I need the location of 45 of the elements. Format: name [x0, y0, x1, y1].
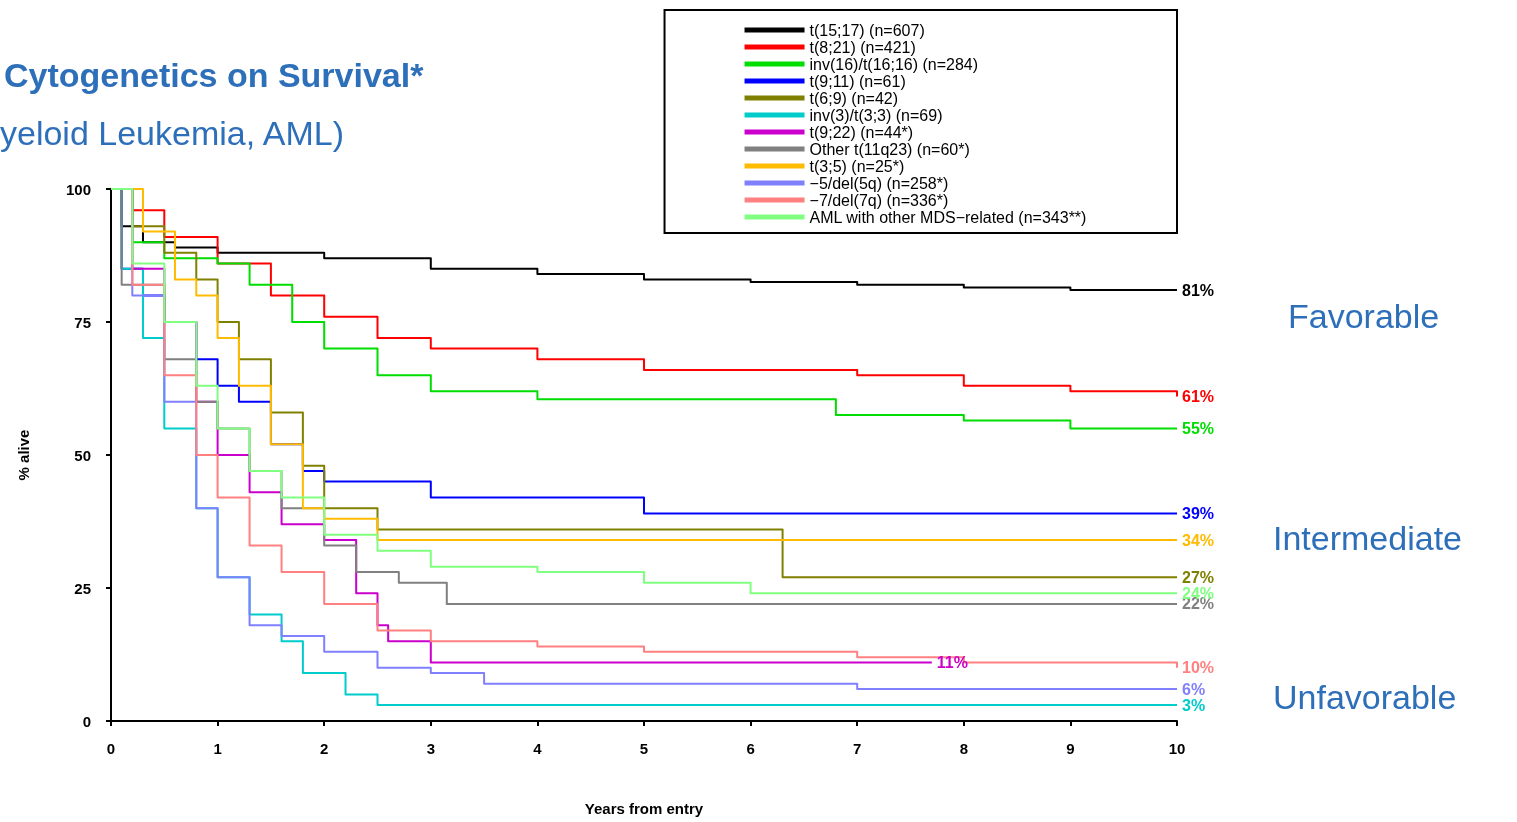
legend-label: −5/del(5q) (n=258*): [809, 174, 949, 192]
x-axis-title: Years from entry: [584, 800, 704, 817]
y-tick-label: 50: [74, 446, 91, 464]
data-label: 10%: [1182, 659, 1215, 677]
legend-label: t(9;11) (n=61): [809, 72, 906, 90]
chart-subtitle: yeloid Leukemia, AML): [0, 114, 344, 152]
text: Unfavorable: [1273, 678, 1457, 716]
y-tick-label: 75: [74, 313, 91, 331]
x-tick-label: 4: [533, 740, 543, 757]
legend-label: t(6;9) (n=42): [809, 89, 899, 107]
x-tick-label: 2: [320, 740, 329, 757]
legend-label: t(9;22) (n=44*): [809, 123, 914, 141]
legend-label: t(3;5) (n=25*): [809, 157, 905, 175]
x-tick-label: 6: [746, 740, 755, 757]
x-tick-label: 1: [213, 740, 222, 757]
data-label: 27%: [1182, 568, 1215, 586]
legend-label: inv(3)/t(3;3) (n=69): [809, 106, 943, 124]
data-label: 11%: [936, 653, 968, 671]
chart-title: Cytogenetics on Survival*: [4, 56, 425, 94]
text: Intermediate: [1273, 519, 1462, 557]
data-label: 34%: [1182, 531, 1215, 549]
y-tick-label: 0: [82, 712, 91, 730]
x-tick-label: 9: [1066, 740, 1075, 757]
data-label: 81%: [1182, 281, 1215, 299]
legend-label: t(15;17) (n=607): [809, 21, 925, 39]
legend-label: Other t(11q23) (n=60*): [809, 140, 970, 158]
x-tick-label: 3: [426, 740, 435, 757]
data-label: 39%: [1182, 505, 1215, 523]
x-tick-label: 10: [1168, 740, 1186, 757]
x-tick-label: 0: [106, 740, 116, 757]
x-tick-label: 8: [959, 740, 968, 757]
y-tick-label: 100: [65, 180, 91, 198]
y-axis-title: % alive: [15, 429, 32, 481]
legend-label: −7/del(7q) (n=336*): [809, 191, 949, 209]
legend-label: t(8;21) (n=421): [809, 38, 916, 56]
legend-label: AML with other MDS−related (n=343**): [809, 208, 1087, 226]
y-tick-label: 25: [74, 579, 91, 597]
data-label: 61%: [1182, 387, 1215, 405]
data-label: 6%: [1182, 680, 1206, 698]
text: Favorable: [1288, 297, 1440, 335]
data-label: 3%: [1182, 696, 1206, 714]
x-tick-label: 5: [639, 740, 649, 757]
data-label: 55%: [1182, 419, 1215, 437]
legend-label: inv(16)/t(16;16) (n=284): [809, 55, 979, 73]
x-tick-label: 7: [853, 740, 862, 757]
